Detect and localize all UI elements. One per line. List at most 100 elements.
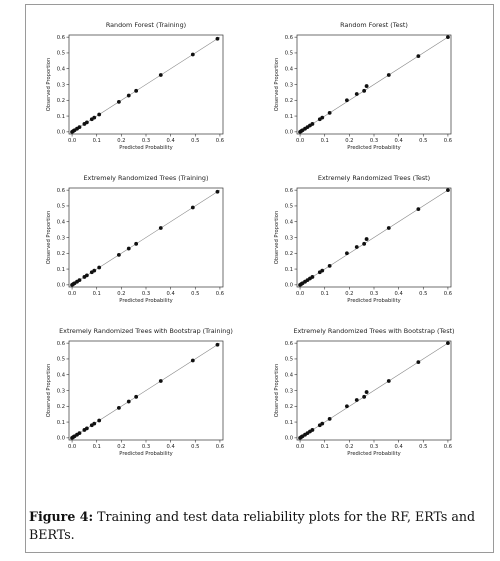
chart-panel-4: Extremely Randomized Trees (Test) 0.0 0.1 0…	[274, 174, 452, 304]
data-point	[327, 111, 332, 115]
x-tick-label: 0.3	[370, 138, 378, 144]
x-tick-label: 0.6	[216, 291, 224, 297]
y-axis-label: Observed Proportion	[46, 58, 52, 111]
y-tick-label: 0.0	[285, 283, 293, 289]
reference-diagonal	[299, 189, 449, 286]
data-point	[92, 421, 97, 426]
x-tick-label: 0.5	[191, 138, 199, 144]
data-point	[77, 431, 82, 436]
figure-caption: Figure 4: Training and test data reliabi…	[29, 508, 491, 544]
y-tick-label: 0.5	[285, 357, 293, 363]
x-tick-label: 0.0	[68, 444, 76, 450]
y-tick-label: 0.2	[285, 251, 293, 257]
data-point	[126, 246, 131, 251]
y-tick-label: 0.2	[57, 98, 65, 104]
data-point	[158, 226, 163, 230]
reference-diagonal	[71, 342, 221, 439]
x-tick-label: 0.6	[444, 444, 452, 450]
data-point	[158, 379, 163, 383]
x-tick-label: 0.3	[142, 138, 150, 144]
data-point	[215, 36, 220, 41]
x-tick-label: 0.4	[167, 444, 176, 450]
x-tick-label: 0.5	[419, 291, 427, 297]
data-point	[320, 115, 325, 120]
data-point	[310, 122, 315, 126]
data-point	[92, 115, 97, 120]
x-tick-label: 0.0	[68, 291, 76, 297]
x-axis-label: Predicted Probability	[119, 451, 172, 457]
x-tick-label: 0.0	[296, 138, 304, 144]
reference-diagonal	[71, 36, 221, 133]
data-point	[344, 98, 349, 103]
data-point	[364, 237, 369, 241]
y-tick-label: 0.0	[57, 436, 65, 442]
y-axis-label: Observed Proportion	[46, 364, 52, 417]
y-axis-label: Observed Proportion	[46, 211, 52, 264]
reference-diagonal	[71, 189, 221, 286]
x-tick-label: 0.1	[93, 444, 101, 450]
data-point	[386, 73, 391, 77]
data-point	[158, 73, 163, 77]
chart-panel-6: Extremely Randomized Trees with Bootstra…	[274, 327, 455, 457]
data-point	[116, 252, 121, 257]
chart-title: Extremely Randomized Trees with Bootstra…	[293, 327, 454, 335]
data-point	[354, 92, 359, 96]
x-tick-label: 0.6	[216, 444, 224, 450]
x-axis-label: Predicted Probability	[347, 298, 400, 304]
data-point	[354, 245, 359, 249]
data-point	[84, 120, 89, 125]
y-axis-label: Observed Proportion	[274, 58, 280, 111]
data-point	[84, 273, 89, 278]
x-tick-label: 0.2	[117, 291, 125, 297]
data-point	[97, 418, 102, 423]
data-point	[116, 99, 121, 104]
data-point	[446, 35, 450, 40]
y-tick-label: 0.6	[57, 341, 65, 347]
x-axis-label: Predicted Probability	[119, 298, 172, 304]
x-tick-label: 0.6	[216, 138, 224, 144]
y-tick-label: 0.5	[57, 51, 65, 57]
data-point	[416, 207, 421, 211]
x-tick-label: 0.2	[345, 444, 353, 450]
chart-panel-3: Extremely Randomized Trees (Training) 0.0…	[46, 174, 224, 304]
x-tick-label: 0.4	[395, 444, 404, 450]
y-tick-label: 0.5	[57, 357, 65, 363]
x-tick-label: 0.4	[167, 138, 176, 144]
y-tick-label: 0.3	[57, 235, 65, 241]
data-point	[386, 379, 391, 383]
x-tick-label: 0.5	[419, 138, 427, 144]
y-tick-label: 0.3	[57, 82, 65, 88]
data-point	[126, 93, 131, 98]
caption-lead: Figure 4:	[29, 509, 94, 524]
x-tick-label: 0.0	[68, 138, 76, 144]
data-point	[126, 399, 131, 404]
y-tick-label: 0.4	[57, 220, 66, 226]
x-tick-label: 0.1	[321, 444, 329, 450]
data-point	[310, 428, 315, 432]
data-point	[327, 417, 332, 421]
y-axis-label: Observed Proportion	[274, 211, 280, 264]
data-point	[344, 404, 349, 409]
chart-panel-5: Extremely Randomized Trees with Bootstra…	[46, 327, 233, 457]
chart-title: Extremely Randomized Trees (Training)	[84, 174, 209, 182]
data-point	[134, 394, 139, 399]
x-tick-label: 0.0	[296, 291, 304, 297]
x-tick-label: 0.3	[142, 291, 150, 297]
x-tick-label: 0.1	[321, 291, 329, 297]
figure-frame	[25, 4, 494, 553]
data-point	[77, 125, 82, 130]
data-point	[92, 268, 97, 273]
x-axis-label: Predicted Probability	[347, 451, 400, 457]
y-tick-label: 0.4	[285, 373, 294, 379]
reliability-plots-grid: Random Forest (Training) 0.0 0.1 0.2 0.3 0.4 0…	[46, 21, 455, 457]
data-point	[134, 241, 139, 246]
data-point	[416, 360, 421, 364]
y-axis-label: Observed Proportion	[274, 364, 280, 417]
y-tick-label: 0.4	[285, 67, 294, 73]
data-point	[320, 421, 325, 426]
y-tick-label: 0.6	[285, 188, 293, 194]
y-tick-label: 0.1	[57, 267, 65, 273]
x-tick-label: 0.0	[296, 444, 304, 450]
x-tick-label: 0.2	[345, 291, 353, 297]
data-point	[190, 52, 195, 57]
